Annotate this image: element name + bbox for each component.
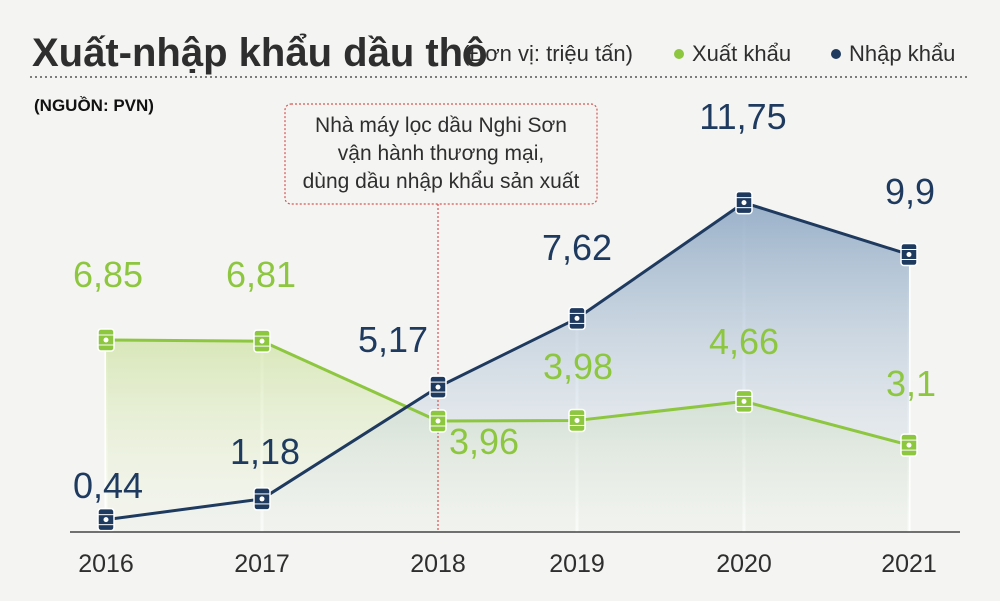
unit-label: (Đơn vị: triệu tấn)	[462, 41, 633, 66]
export-value-2020: 4,66	[709, 321, 779, 362]
import-area	[106, 202, 909, 532]
barrel-drop	[259, 338, 265, 344]
import-line	[105, 201, 910, 522]
source-label: (NGUỒN: PVN)	[34, 96, 154, 115]
import-value-2018: 5,17	[358, 319, 428, 360]
barrel-drop	[435, 418, 441, 424]
import-point-2019	[568, 306, 586, 331]
x-tick-2020: 2020	[716, 550, 772, 578]
x-tick-2016: 2016	[78, 550, 134, 578]
barrel-drop	[435, 384, 441, 390]
export-point-2020	[735, 389, 753, 414]
export-value-2017: 6,81	[226, 254, 296, 295]
import-point-2021	[900, 242, 918, 267]
data-labels: 6,85 6,81 3,96 3,98 4,66 3,1 0,44 1,18 5,17 7,62 1…	[73, 96, 936, 506]
import-value-2017: 1,18	[230, 431, 300, 472]
series-markers	[97, 190, 918, 532]
series-lines	[105, 201, 910, 522]
x-tick-2017: 2017	[234, 550, 290, 578]
x-tick-2018: 2018	[410, 550, 466, 578]
export-point-2018	[429, 409, 447, 433]
export-point-2017	[253, 329, 271, 353]
export-value-2019: 3,98	[543, 346, 613, 387]
import-value-2019: 7,62	[542, 227, 612, 268]
annotation-line-1: Nhà máy lọc dầu Nghi Sơn	[315, 114, 567, 137]
legend-export-dot	[674, 49, 684, 59]
import-point-2020	[735, 190, 753, 215]
legend-import-dot	[831, 49, 841, 59]
barrel-drop	[103, 337, 109, 343]
barrel-drop	[103, 517, 109, 523]
export-point-2016	[97, 328, 115, 352]
legend: Xuất khẩu Nhập khẩu	[674, 41, 955, 66]
annotation: Nhà máy lọc dầu Nghi Sơn vận hành thương…	[284, 103, 598, 532]
export-point-2019	[568, 408, 586, 433]
chart-title: Xuất-nhập khẩu dầu thô	[32, 31, 488, 75]
x-axis-ticks: 2016 2017 2018 2019 2020 2021	[78, 550, 937, 578]
barrel-drop	[906, 252, 912, 258]
export-value-2016: 6,85	[73, 254, 143, 295]
annotation-line-3: dùng dầu nhập khẩu sản xuất	[303, 170, 580, 193]
barrel-drop	[741, 200, 747, 206]
barrel-drop	[906, 442, 912, 448]
barrel-drop	[574, 315, 580, 321]
x-tick-2021: 2021	[881, 550, 937, 578]
barrel-drop	[574, 417, 580, 423]
export-point-2021	[900, 433, 918, 457]
import-value-2020: 11,75	[699, 96, 786, 137]
barrel-drop	[259, 496, 265, 502]
import-point-2017	[253, 487, 271, 511]
import-value-2016: 0,44	[73, 465, 143, 506]
barrel-drop	[741, 398, 747, 404]
annotation-box	[284, 103, 598, 205]
x-tick-2019: 2019	[549, 550, 605, 578]
import-point-2016	[97, 507, 115, 532]
export-value-2021: 3,1	[886, 363, 936, 404]
import-point-2018	[429, 375, 447, 399]
area-fills	[106, 202, 909, 532]
legend-export-label: Xuất khẩu	[692, 41, 791, 66]
annotation-line-2: vận hành thương mại,	[338, 142, 544, 165]
export-value-2018: 3,96	[449, 421, 519, 462]
import-value-2021: 9,9	[885, 171, 935, 212]
export-line	[105, 338, 910, 447]
legend-import-label: Nhập khẩu	[849, 41, 955, 66]
